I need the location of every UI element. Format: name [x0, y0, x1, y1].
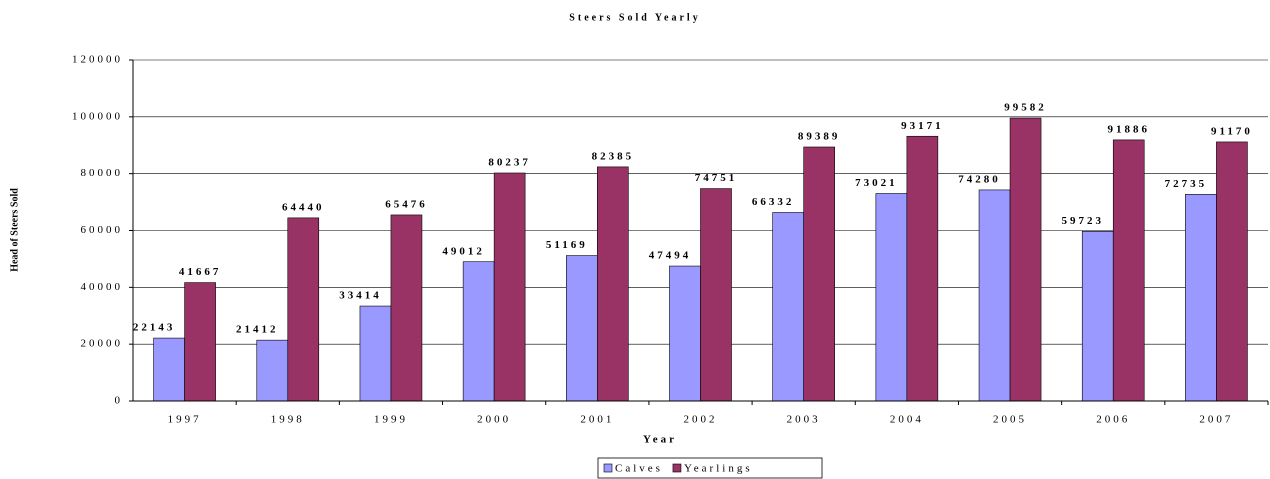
bar [906, 135, 939, 402]
data-label: 74751 [695, 172, 738, 184]
data-label: 72735 [1165, 178, 1208, 190]
y-tick-label: 120000 [72, 54, 123, 66]
bar [700, 188, 732, 402]
legend-swatch [603, 463, 613, 473]
bar [875, 193, 908, 402]
y-tick-label: 20000 [81, 338, 124, 350]
x-tick-label: 2002 [684, 414, 718, 426]
bar [1112, 139, 1145, 402]
bar [669, 265, 701, 402]
bar [462, 261, 495, 402]
x-tick-label: 2004 [890, 414, 924, 426]
bar [359, 305, 392, 402]
x-tick-label: 2001 [580, 414, 614, 426]
data-label: 59723 [1061, 215, 1104, 227]
x-tick-label: 2000 [477, 414, 511, 426]
bar [287, 217, 320, 402]
data-label: 22143 [133, 322, 176, 334]
chart-title: Steers Sold Yearly [569, 12, 700, 23]
bar [153, 337, 185, 402]
legend-label: Calves [615, 463, 663, 475]
bar [803, 146, 835, 402]
bar [1081, 230, 1114, 402]
x-axis-label: Year [643, 434, 677, 446]
y-tick-label: 80000 [81, 167, 124, 179]
data-label: 47494 [649, 250, 692, 262]
data-label: 99582 [1004, 102, 1047, 114]
bar [1216, 141, 1248, 402]
y-tick-label: 60000 [81, 224, 124, 236]
data-label: 91170 [1211, 125, 1253, 137]
data-label: 80237 [488, 157, 531, 169]
bar [1185, 194, 1217, 402]
y-tick-label: 0 [115, 395, 124, 407]
bar [978, 189, 1011, 402]
data-label: 64440 [282, 201, 325, 213]
data-label: 73021 [855, 177, 898, 189]
data-label: 21412 [236, 324, 279, 336]
bar [184, 282, 216, 402]
data-label: 65476 [385, 198, 428, 210]
x-tick-label: 2006 [1096, 414, 1130, 426]
legend-swatch [672, 463, 682, 473]
x-tick-label: 2003 [787, 414, 821, 426]
bar [772, 212, 804, 402]
y-axis-label: Head of Steers Sold [9, 188, 20, 272]
bar [390, 214, 423, 402]
bar [493, 172, 526, 402]
data-label: 66332 [752, 196, 795, 208]
y-tick-label: 100000 [72, 110, 123, 122]
x-tick-label: 1997 [168, 414, 202, 426]
x-tick-label: 1998 [271, 414, 305, 426]
legend-label: Yearlings [684, 463, 753, 475]
y-tick-label: 40000 [81, 281, 124, 293]
bar [566, 255, 598, 402]
data-label: 41667 [179, 266, 222, 278]
bar [597, 166, 629, 402]
x-tick-label: 2005 [993, 414, 1027, 426]
data-label: 93171 [901, 120, 944, 132]
x-tick-label: 2007 [1199, 414, 1233, 426]
data-label: 74280 [958, 173, 1001, 185]
data-label: 89389 [798, 131, 841, 143]
data-label: 33414 [339, 290, 382, 302]
bar [256, 339, 289, 402]
data-label: 82385 [592, 150, 635, 162]
legend-box [597, 457, 823, 479]
data-label: 51169 [546, 239, 588, 251]
data-label: 49012 [442, 245, 485, 257]
bar [1009, 117, 1042, 402]
data-label: 91886 [1107, 123, 1150, 135]
x-tick-label: 1999 [374, 414, 408, 426]
